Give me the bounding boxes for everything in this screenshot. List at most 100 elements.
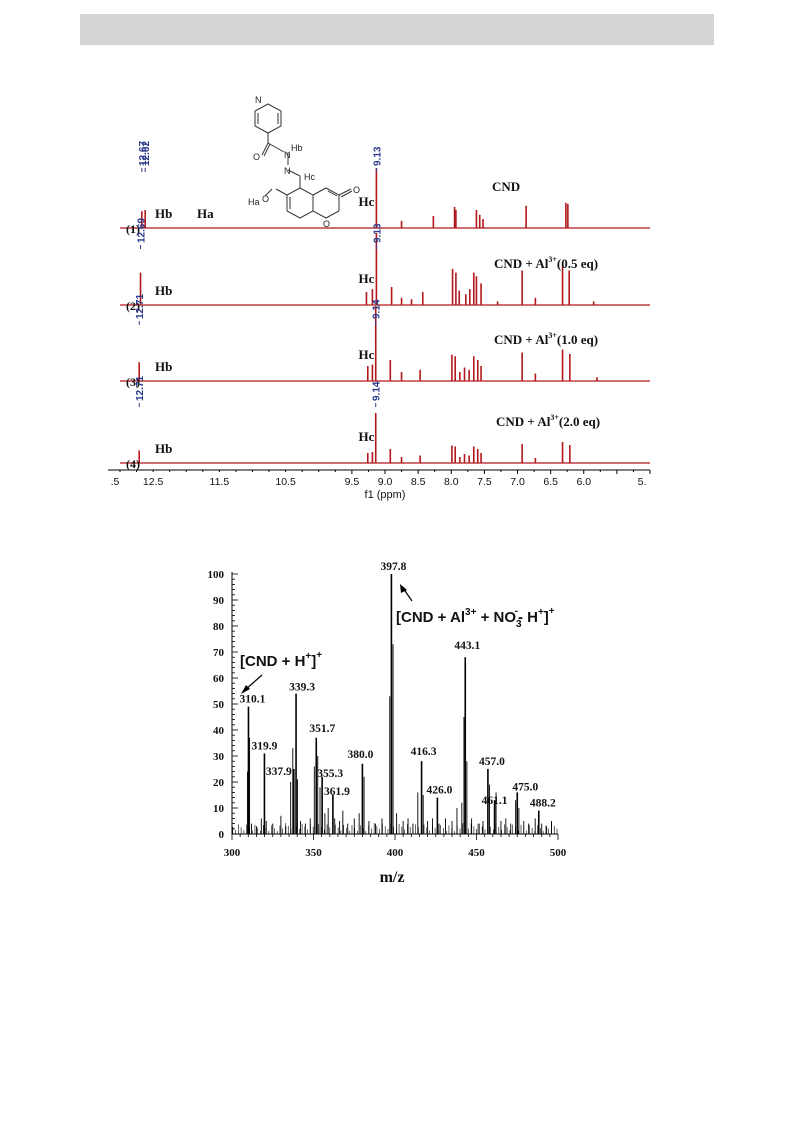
ms-y-tick-label: 50 [213,699,225,711]
ms-annotation-cnd-h: [CND + H+]+ [240,650,322,670]
nmr-tick-label: 11.5 [210,476,230,488]
trace-index-label: (3) [126,375,140,389]
atom-label: Ha [248,197,260,207]
proton-label: Hb [155,359,172,374]
ppm-peak-label: 12.67 [138,141,149,166]
ms-y-tick-label: 40 [213,725,225,737]
nmr-tick-label: 5. [638,476,647,488]
nmr-trace-3: (3) CND + Al3+(1.0 eq) Hb Hc 12.71 9.14 [120,294,650,389]
ms-peak-label: 339.3 [289,682,315,694]
ms-peak-label: 351.7 [309,723,335,735]
ms-peak-label: 457.0 [479,756,505,768]
atom-label: N [284,166,291,176]
ms-x-tick-label: 300 [224,847,241,859]
ms-x-tick-label: 500 [550,847,567,859]
proton-label: Hb [155,206,172,221]
page-header-bar [80,14,714,45]
trace-index-label: (1) [126,222,140,236]
atom-label: O [323,219,330,229]
trace-condition-label: CND + Al3+(1.0 eq) [494,331,598,347]
ms-annotations: [CND + H+]+ [CND + Al3+ + NO3-- H+]+ [240,584,555,694]
ms-peak-label: 361.9 [324,786,350,798]
nmr-tick-label: .5 [111,476,120,488]
nmr-tick-label: 6.5 [543,476,558,488]
trace-condition-label: CND + Al3+(0.5 eq) [494,255,598,271]
ms-y-tick-label: 0 [219,829,225,841]
nmr-tick-label: 7.5 [477,476,492,488]
nmr-tick-label: 7.0 [510,476,525,488]
ms-peaks [232,574,558,834]
ms-peak-label: 337.9 [266,766,292,778]
nmr-trace-2: (2) CND + Al3+(0.5 eq) Hb Hc 12.69 9.13 [120,218,650,313]
proton-label: Hc [359,194,375,209]
nmr-tick-label: 9.0 [378,476,393,488]
ms-y-tick-label: 10 [213,803,225,815]
ms-peak-label: 443.1 [454,640,480,652]
ms-x-axis-label: m/z [380,869,405,886]
ppm-peak-label: 12.71 [135,376,146,401]
nmr-tick-label: 6.0 [576,476,591,488]
nmr-x-axis-label: f1 (ppm) [365,489,406,501]
ppm-peak-label: 12.62 [141,141,152,166]
chemical-structure [254,103,353,219]
ms-peak-label: 397.8 [380,561,406,573]
ms-peak-label: 380.0 [347,749,373,761]
nmr-trace-4: (4) CND + Al3+(2.0 eq) Hb Hc 12.71 9.14 [120,376,650,471]
ms-peak-labels: 310.1 319.9 337.9 339.3 351.7 355.3 361.9 380.0… [240,561,556,810]
ms-y-tick-label: 80 [213,621,225,633]
proton-label: Hc [359,347,375,362]
ms-y-tick-label: 70 [213,647,225,659]
trace-condition-label: CND [492,179,520,194]
trace-condition-label: CND + Al3+(2.0 eq) [496,413,600,429]
nmr-tick-label: 10.5 [275,476,296,488]
ms-y-tick-label: 20 [213,777,225,789]
ms-x-tick-label: 450 [468,847,485,859]
ms-peak-label: 310.1 [240,694,266,706]
atom-label: Hb [291,143,303,153]
ms-axes: 0 10 20 30 40 50 60 70 80 90 100 300 350 400 450 500 m/z [208,569,567,886]
ms-annotation-arrowhead [241,685,250,694]
ms-peak-label: 416.3 [411,746,437,758]
proton-label: Hb [155,441,172,456]
nmr-x-axis: .5 12.5 11.5 10.5 9.5 9.0 8.5 8.0 7.5 7.0 6.5 6.0 5.… [108,469,651,501]
ms-y-tick-label: 30 [213,751,225,763]
trace-index-label: (2) [126,299,140,313]
proton-label: Hb [155,283,172,298]
ms-annotation-cnd-al: [CND + Al3+ + NO3-- H+]+ [396,606,555,630]
atom-label: O [262,194,269,204]
nmr-tick-label: 8.5 [411,476,426,488]
ms-peak-label: 475.0 [512,781,538,793]
nmr-tick-label: 8.0 [444,476,459,488]
atom-label: O [253,152,260,162]
ms-y-tick-label: 100 [208,569,225,581]
nmr-tick-label: 9.5 [345,476,360,488]
ppm-peak-label: 9.14 [372,381,383,401]
ms-y-tick-label: 60 [213,673,225,685]
trace-index-label: (4) [126,457,140,471]
ms-peak-label: 488.2 [530,798,556,810]
ms-peak-label: 461.1 [482,795,508,807]
atom-label: N [284,150,291,160]
ms-peak-label: 426.0 [426,785,452,797]
ms-annotation-arrowhead [400,584,407,593]
ms-x-tick-label: 350 [305,847,322,859]
ms-y-tick-label: 90 [213,595,225,607]
ppm-peak-label: 9.14 [372,299,383,319]
ppm-peak-label: 12.69 [137,218,148,243]
nmr-tick-label: 12.5 [143,476,164,488]
ppm-peak-label: 9.13 [372,223,383,243]
ppm-peak-label: 9.13 [372,146,383,166]
ms-x-tick-label: 400 [387,847,404,859]
atom-label: O [353,185,360,195]
atom-label: N [255,95,262,105]
proton-label: Ha [197,206,214,221]
proton-label: Hc [359,271,375,286]
ms-peak-label: 319.9 [251,740,277,752]
proton-label: Hc [359,429,375,444]
atom-label: Hc [304,172,315,182]
ms-peak-label: 355.3 [317,768,343,780]
